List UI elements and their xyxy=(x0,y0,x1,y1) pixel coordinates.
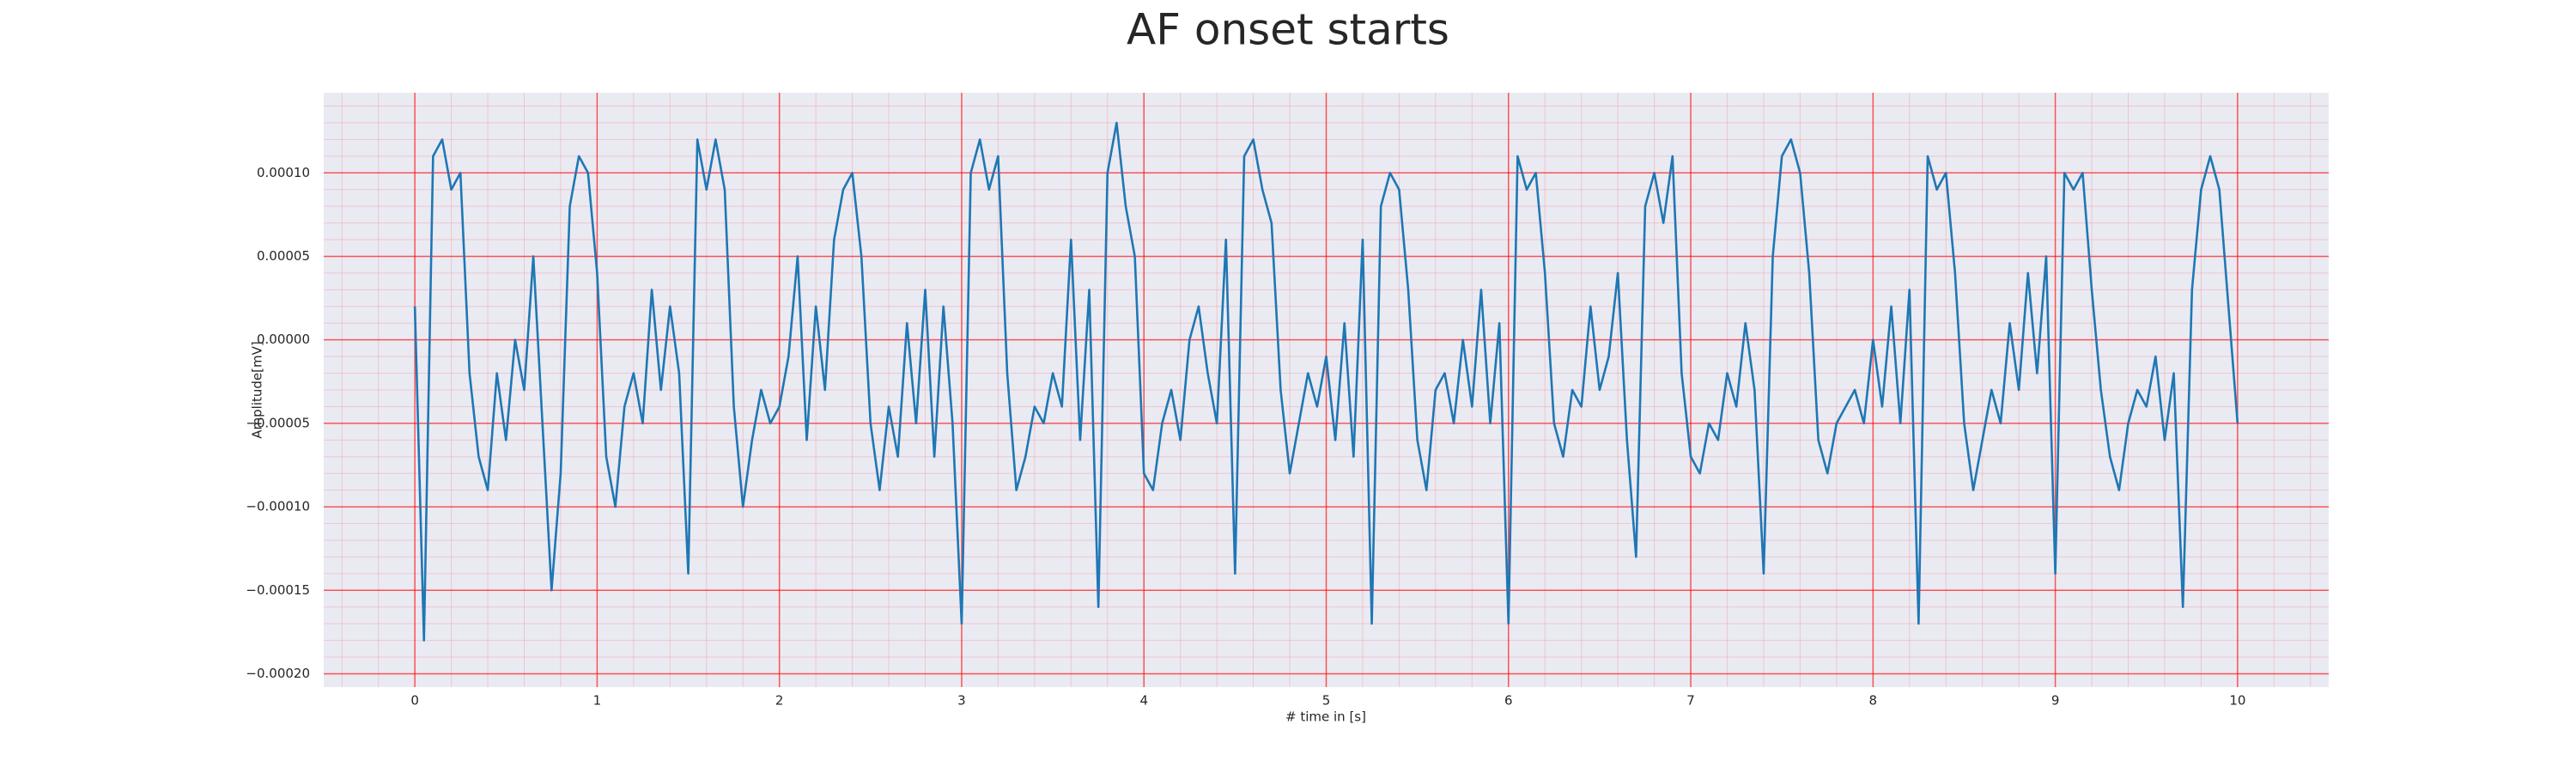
x-tick-label: 7 xyxy=(1686,693,1695,709)
x-tick-label: 8 xyxy=(1869,693,1878,709)
y-tick-label: 0.00010 xyxy=(257,165,310,180)
y-axis-label: Amplitude[mV] xyxy=(250,341,265,438)
x-tick-label: 1 xyxy=(593,693,602,709)
x-tick-label: 4 xyxy=(1139,693,1148,709)
y-tick-label: 0.00000 xyxy=(257,332,310,347)
y-tick-label: −0.00020 xyxy=(246,666,310,681)
x-tick-label: 5 xyxy=(1322,693,1331,709)
grid xyxy=(324,93,2329,687)
x-tick-label: 9 xyxy=(2051,693,2060,709)
data-layer xyxy=(413,121,2239,642)
x-tick-label: 2 xyxy=(775,693,784,709)
x-axis-label: # time in [s] xyxy=(1285,709,1366,725)
y-tick-label: −0.00010 xyxy=(246,499,310,514)
x-tick-label: 10 xyxy=(2229,693,2245,709)
chart-title: AF onset starts xyxy=(1127,5,1449,55)
x-tick-label: 0 xyxy=(410,693,419,709)
y-tick-label: −0.00015 xyxy=(246,582,310,598)
y-tick-label: 0.00005 xyxy=(257,248,310,264)
y-tick-label: −0.00005 xyxy=(246,415,310,430)
x-tick-label: 3 xyxy=(957,693,966,709)
signal-line xyxy=(413,121,2239,642)
x-tick-label: 6 xyxy=(1504,693,1513,709)
